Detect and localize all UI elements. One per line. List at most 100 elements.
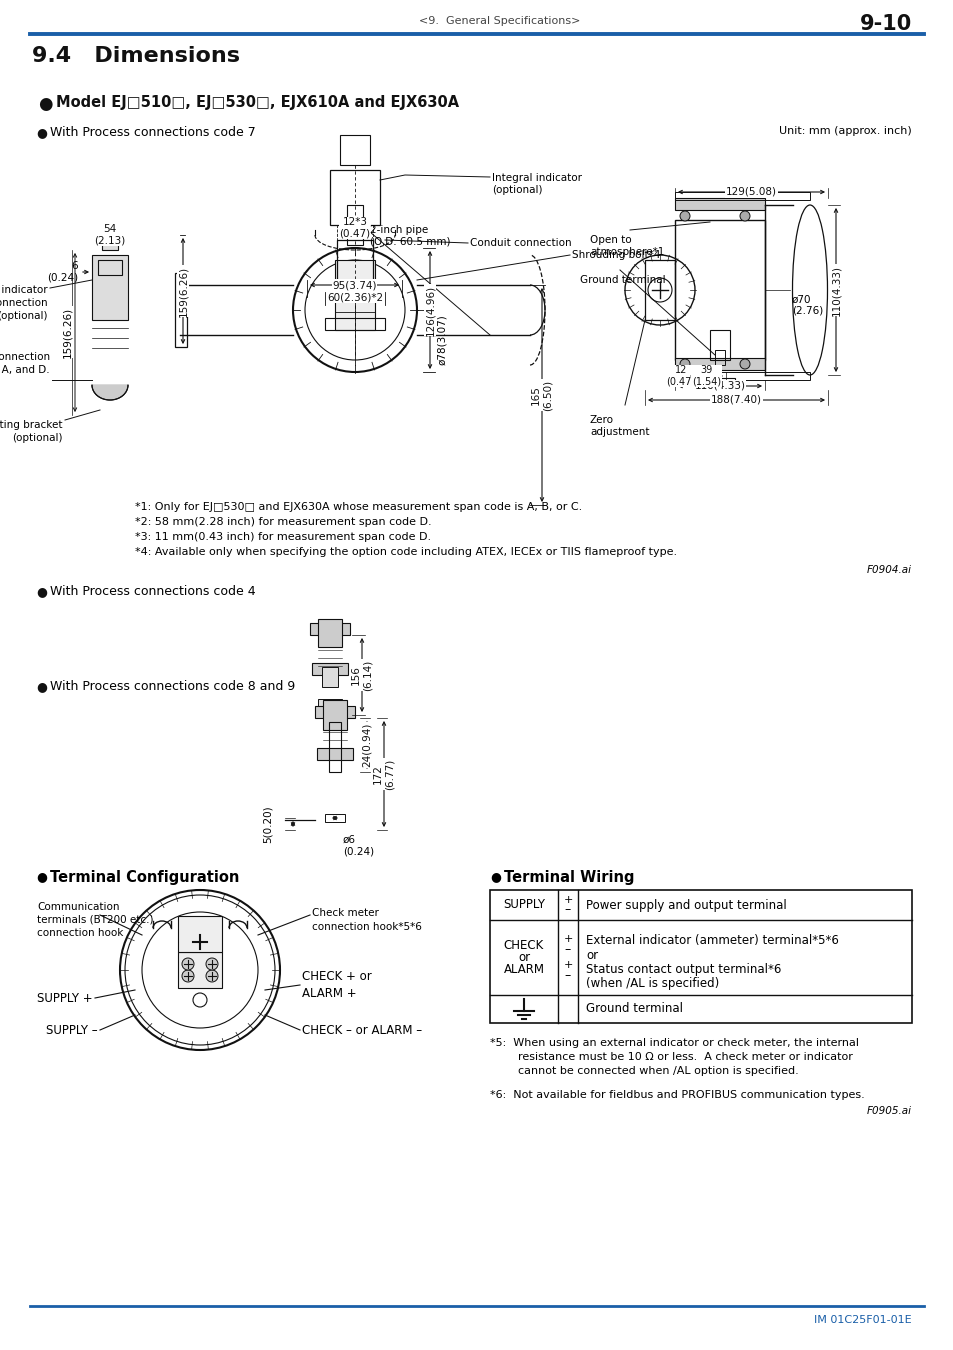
Text: 188(7.40): 188(7.40) bbox=[710, 396, 761, 405]
Text: ●: ● bbox=[36, 869, 47, 883]
Text: With Process connections code 8 and 9: With Process connections code 8 and 9 bbox=[50, 680, 294, 693]
Circle shape bbox=[182, 971, 193, 981]
Bar bbox=[178, 952, 222, 988]
Circle shape bbox=[182, 958, 193, 971]
Bar bbox=[644, 261, 675, 320]
Text: 159(6.26): 159(6.26) bbox=[178, 266, 188, 316]
Circle shape bbox=[206, 971, 218, 981]
Text: F0904.ai: F0904.ai bbox=[866, 566, 911, 575]
Text: CHECK – or ALARM –: CHECK – or ALARM – bbox=[302, 1023, 421, 1037]
Text: SUPPLY +: SUPPLY + bbox=[37, 991, 92, 1004]
Text: +: + bbox=[562, 960, 572, 971]
Text: ●: ● bbox=[36, 585, 47, 598]
Text: 2-inch pipe
(O.D. 60.5 mm): 2-inch pipe (O.D. 60.5 mm) bbox=[370, 225, 450, 247]
Text: Open to
atmosphere*1: Open to atmosphere*1 bbox=[589, 235, 663, 256]
Text: Ground terminal: Ground terminal bbox=[579, 275, 665, 285]
Text: ●: ● bbox=[36, 680, 47, 693]
Text: CHECK + or
ALARM +: CHECK + or ALARM + bbox=[302, 971, 372, 1000]
Text: 129(5.08): 129(5.08) bbox=[725, 188, 776, 197]
Bar bbox=[675, 192, 809, 200]
Bar bbox=[312, 663, 348, 675]
Text: Terminal Wiring: Terminal Wiring bbox=[503, 869, 634, 886]
Text: 9-10: 9-10 bbox=[859, 14, 911, 34]
Text: or: or bbox=[517, 950, 530, 964]
Bar bbox=[490, 890, 911, 1023]
Bar bbox=[174, 273, 187, 347]
Bar bbox=[329, 722, 340, 772]
Text: 95(3.74): 95(3.74) bbox=[332, 279, 376, 290]
Bar bbox=[675, 358, 764, 370]
Text: F0905.ai: F0905.ai bbox=[866, 1106, 911, 1116]
Bar bbox=[704, 378, 734, 390]
Text: 172
(6.77): 172 (6.77) bbox=[373, 759, 395, 790]
Text: 54
(2.13): 54 (2.13) bbox=[94, 224, 126, 246]
Text: *2: 58 mm(2.28 inch) for measurement span code D.: *2: 58 mm(2.28 inch) for measurement spa… bbox=[135, 517, 431, 526]
Text: Unit: mm (approx. inch): Unit: mm (approx. inch) bbox=[779, 126, 911, 136]
Text: *5:  When using an external indicator or check meter, the internal
        resis: *5: When using an external indicator or … bbox=[490, 1038, 858, 1076]
Bar bbox=[675, 373, 809, 379]
Text: Electrical connection
for code 5, 9, A, and D.: Electrical connection for code 5, 9, A, … bbox=[0, 352, 50, 375]
Text: Power supply and output terminal: Power supply and output terminal bbox=[585, 899, 786, 911]
Text: ALARM: ALARM bbox=[503, 963, 544, 976]
Text: Communication
terminals (BT200 etc.)
connection hook: Communication terminals (BT200 etc.) con… bbox=[37, 902, 153, 938]
Text: IM 01C25F01-01E: IM 01C25F01-01E bbox=[814, 1315, 911, 1324]
Text: 12
(0.47): 12 (0.47) bbox=[666, 366, 695, 387]
Text: Shrouding bolt*4: Shrouding bolt*4 bbox=[572, 250, 659, 261]
Text: 39
(1.54): 39 (1.54) bbox=[691, 366, 720, 387]
Text: Status contact output terminal*6: Status contact output terminal*6 bbox=[585, 963, 781, 976]
Bar bbox=[178, 917, 222, 952]
Bar bbox=[98, 261, 122, 275]
Text: 126(4.96): 126(4.96) bbox=[424, 285, 435, 336]
Text: +: + bbox=[562, 895, 572, 905]
Text: 12*3
(0.47): 12*3 (0.47) bbox=[339, 217, 370, 239]
Text: 159(6.26): 159(6.26) bbox=[62, 306, 71, 358]
Text: 5(0.20): 5(0.20) bbox=[263, 805, 273, 842]
Text: 110(4.33): 110(4.33) bbox=[830, 265, 841, 316]
Bar bbox=[330, 170, 379, 225]
Polygon shape bbox=[91, 385, 128, 400]
Text: *1: Only for EJ□530□ and EJX630A whose measurement span code is A, B, or C.: *1: Only for EJ□530□ and EJX630A whose m… bbox=[135, 502, 581, 512]
Bar bbox=[343, 225, 367, 235]
Text: Zero
adjustment: Zero adjustment bbox=[589, 414, 649, 436]
Bar bbox=[336, 240, 373, 285]
Bar bbox=[91, 255, 128, 320]
Bar bbox=[339, 135, 370, 165]
Text: (when /AL is specified): (when /AL is specified) bbox=[585, 977, 719, 990]
Bar bbox=[675, 220, 764, 360]
Bar bbox=[325, 319, 385, 329]
Bar bbox=[317, 620, 341, 647]
Text: 156
(6.14): 156 (6.14) bbox=[351, 659, 373, 691]
Text: Extenal indicator
Conduit connection
(optional): Extenal indicator Conduit connection (op… bbox=[0, 285, 48, 321]
Text: ø70
(2.76): ø70 (2.76) bbox=[791, 294, 822, 316]
Text: <9.  General Specifications>: <9. General Specifications> bbox=[419, 16, 580, 26]
Bar bbox=[323, 701, 347, 730]
Text: +: + bbox=[562, 934, 572, 945]
Text: With Process connections code 4: With Process connections code 4 bbox=[50, 585, 255, 598]
Text: 60(2.36)*2: 60(2.36)*2 bbox=[327, 292, 383, 302]
Text: 24(0.94): 24(0.94) bbox=[361, 722, 372, 767]
Text: CHECK: CHECK bbox=[503, 940, 543, 952]
Text: ●: ● bbox=[36, 126, 47, 139]
Bar bbox=[675, 198, 764, 211]
Text: SUPPLY –: SUPPLY – bbox=[47, 1023, 98, 1037]
Text: *6:  Not available for fieldbus and PROFIBUS communication types.: *6: Not available for fieldbus and PROFI… bbox=[490, 1089, 863, 1100]
Bar bbox=[335, 261, 375, 296]
Circle shape bbox=[740, 211, 749, 221]
Circle shape bbox=[679, 359, 689, 369]
Circle shape bbox=[679, 211, 689, 221]
Bar bbox=[325, 814, 345, 822]
Text: Conduit connection: Conduit connection bbox=[470, 238, 571, 248]
Circle shape bbox=[206, 958, 218, 971]
Text: Check meter
connection hook*5*6: Check meter connection hook*5*6 bbox=[312, 909, 421, 931]
Text: ø78(3.07): ø78(3.07) bbox=[436, 315, 447, 366]
Text: –: – bbox=[564, 944, 571, 956]
Text: SUPPLY: SUPPLY bbox=[502, 899, 544, 911]
Text: –: – bbox=[564, 903, 571, 917]
Bar bbox=[322, 667, 337, 687]
Text: ●: ● bbox=[490, 869, 500, 883]
Circle shape bbox=[740, 359, 749, 369]
Text: 110(4.33): 110(4.33) bbox=[694, 381, 744, 392]
Bar bbox=[317, 699, 341, 707]
Text: *4: Available only when specifying the option code including ATEX, IECEx or TIIS: *4: Available only when specifying the o… bbox=[135, 547, 677, 558]
Bar bbox=[310, 622, 350, 634]
